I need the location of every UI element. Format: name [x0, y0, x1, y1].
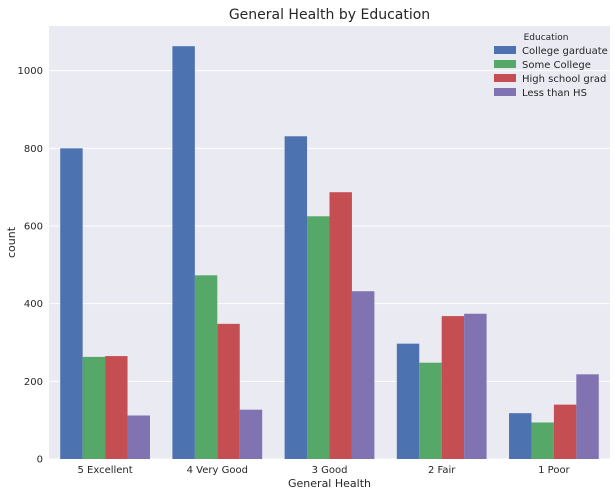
legend: Education College garduate Some College Hi…	[494, 33, 608, 99]
y-ticks: 0 200 400 600 800 1000	[18, 66, 43, 465]
bar	[441, 316, 465, 459]
bar	[60, 148, 83, 460]
y-tick-label: 1000	[18, 66, 43, 77]
x-tick-label: 2 Fair	[428, 465, 456, 476]
bar	[127, 415, 150, 459]
bar	[531, 422, 554, 459]
x-ticks: 5 Excellent 4 Very Good 3 Good 2 Fair 1 Poor	[77, 465, 570, 476]
legend-swatch	[494, 60, 516, 68]
bar	[307, 216, 330, 459]
legend-title: Education	[524, 33, 569, 43]
bar	[329, 192, 352, 459]
legend-item: Less than HS	[522, 88, 587, 99]
bar	[172, 46, 195, 459]
bar	[351, 291, 375, 459]
bar	[194, 275, 218, 459]
y-axis-label: count	[5, 226, 18, 258]
bar	[576, 374, 599, 459]
y-tick-label: 400	[24, 299, 43, 310]
x-tick-label: 1 Poor	[538, 465, 570, 476]
y-tick-label: 0	[37, 455, 43, 466]
bar	[553, 404, 577, 459]
bar	[105, 356, 128, 459]
bar	[239, 409, 263, 459]
y-tick-label: 200	[24, 377, 43, 388]
legend-item: Some College	[522, 60, 591, 71]
bars	[60, 46, 599, 460]
bar	[217, 323, 240, 459]
x-tick-label: 4 Very Good	[187, 465, 248, 476]
bar	[284, 136, 308, 459]
bar	[464, 313, 487, 459]
legend-swatch	[494, 74, 516, 82]
x-tick-label: 5 Excellent	[77, 465, 132, 476]
bar	[509, 413, 532, 459]
chart-title: General Health by Education	[229, 7, 430, 23]
bar	[419, 362, 442, 459]
x-axis-label: General Health	[288, 477, 371, 490]
bar	[82, 356, 106, 459]
y-tick-label: 800	[24, 144, 43, 155]
legend-item: College garduate	[522, 46, 608, 57]
bar	[396, 343, 420, 459]
x-tick-label: 3 Good	[312, 465, 348, 476]
legend-swatch	[494, 88, 516, 96]
legend-swatch	[494, 46, 516, 54]
legend-item: High school grad	[522, 74, 606, 85]
y-tick-label: 600	[24, 221, 43, 232]
